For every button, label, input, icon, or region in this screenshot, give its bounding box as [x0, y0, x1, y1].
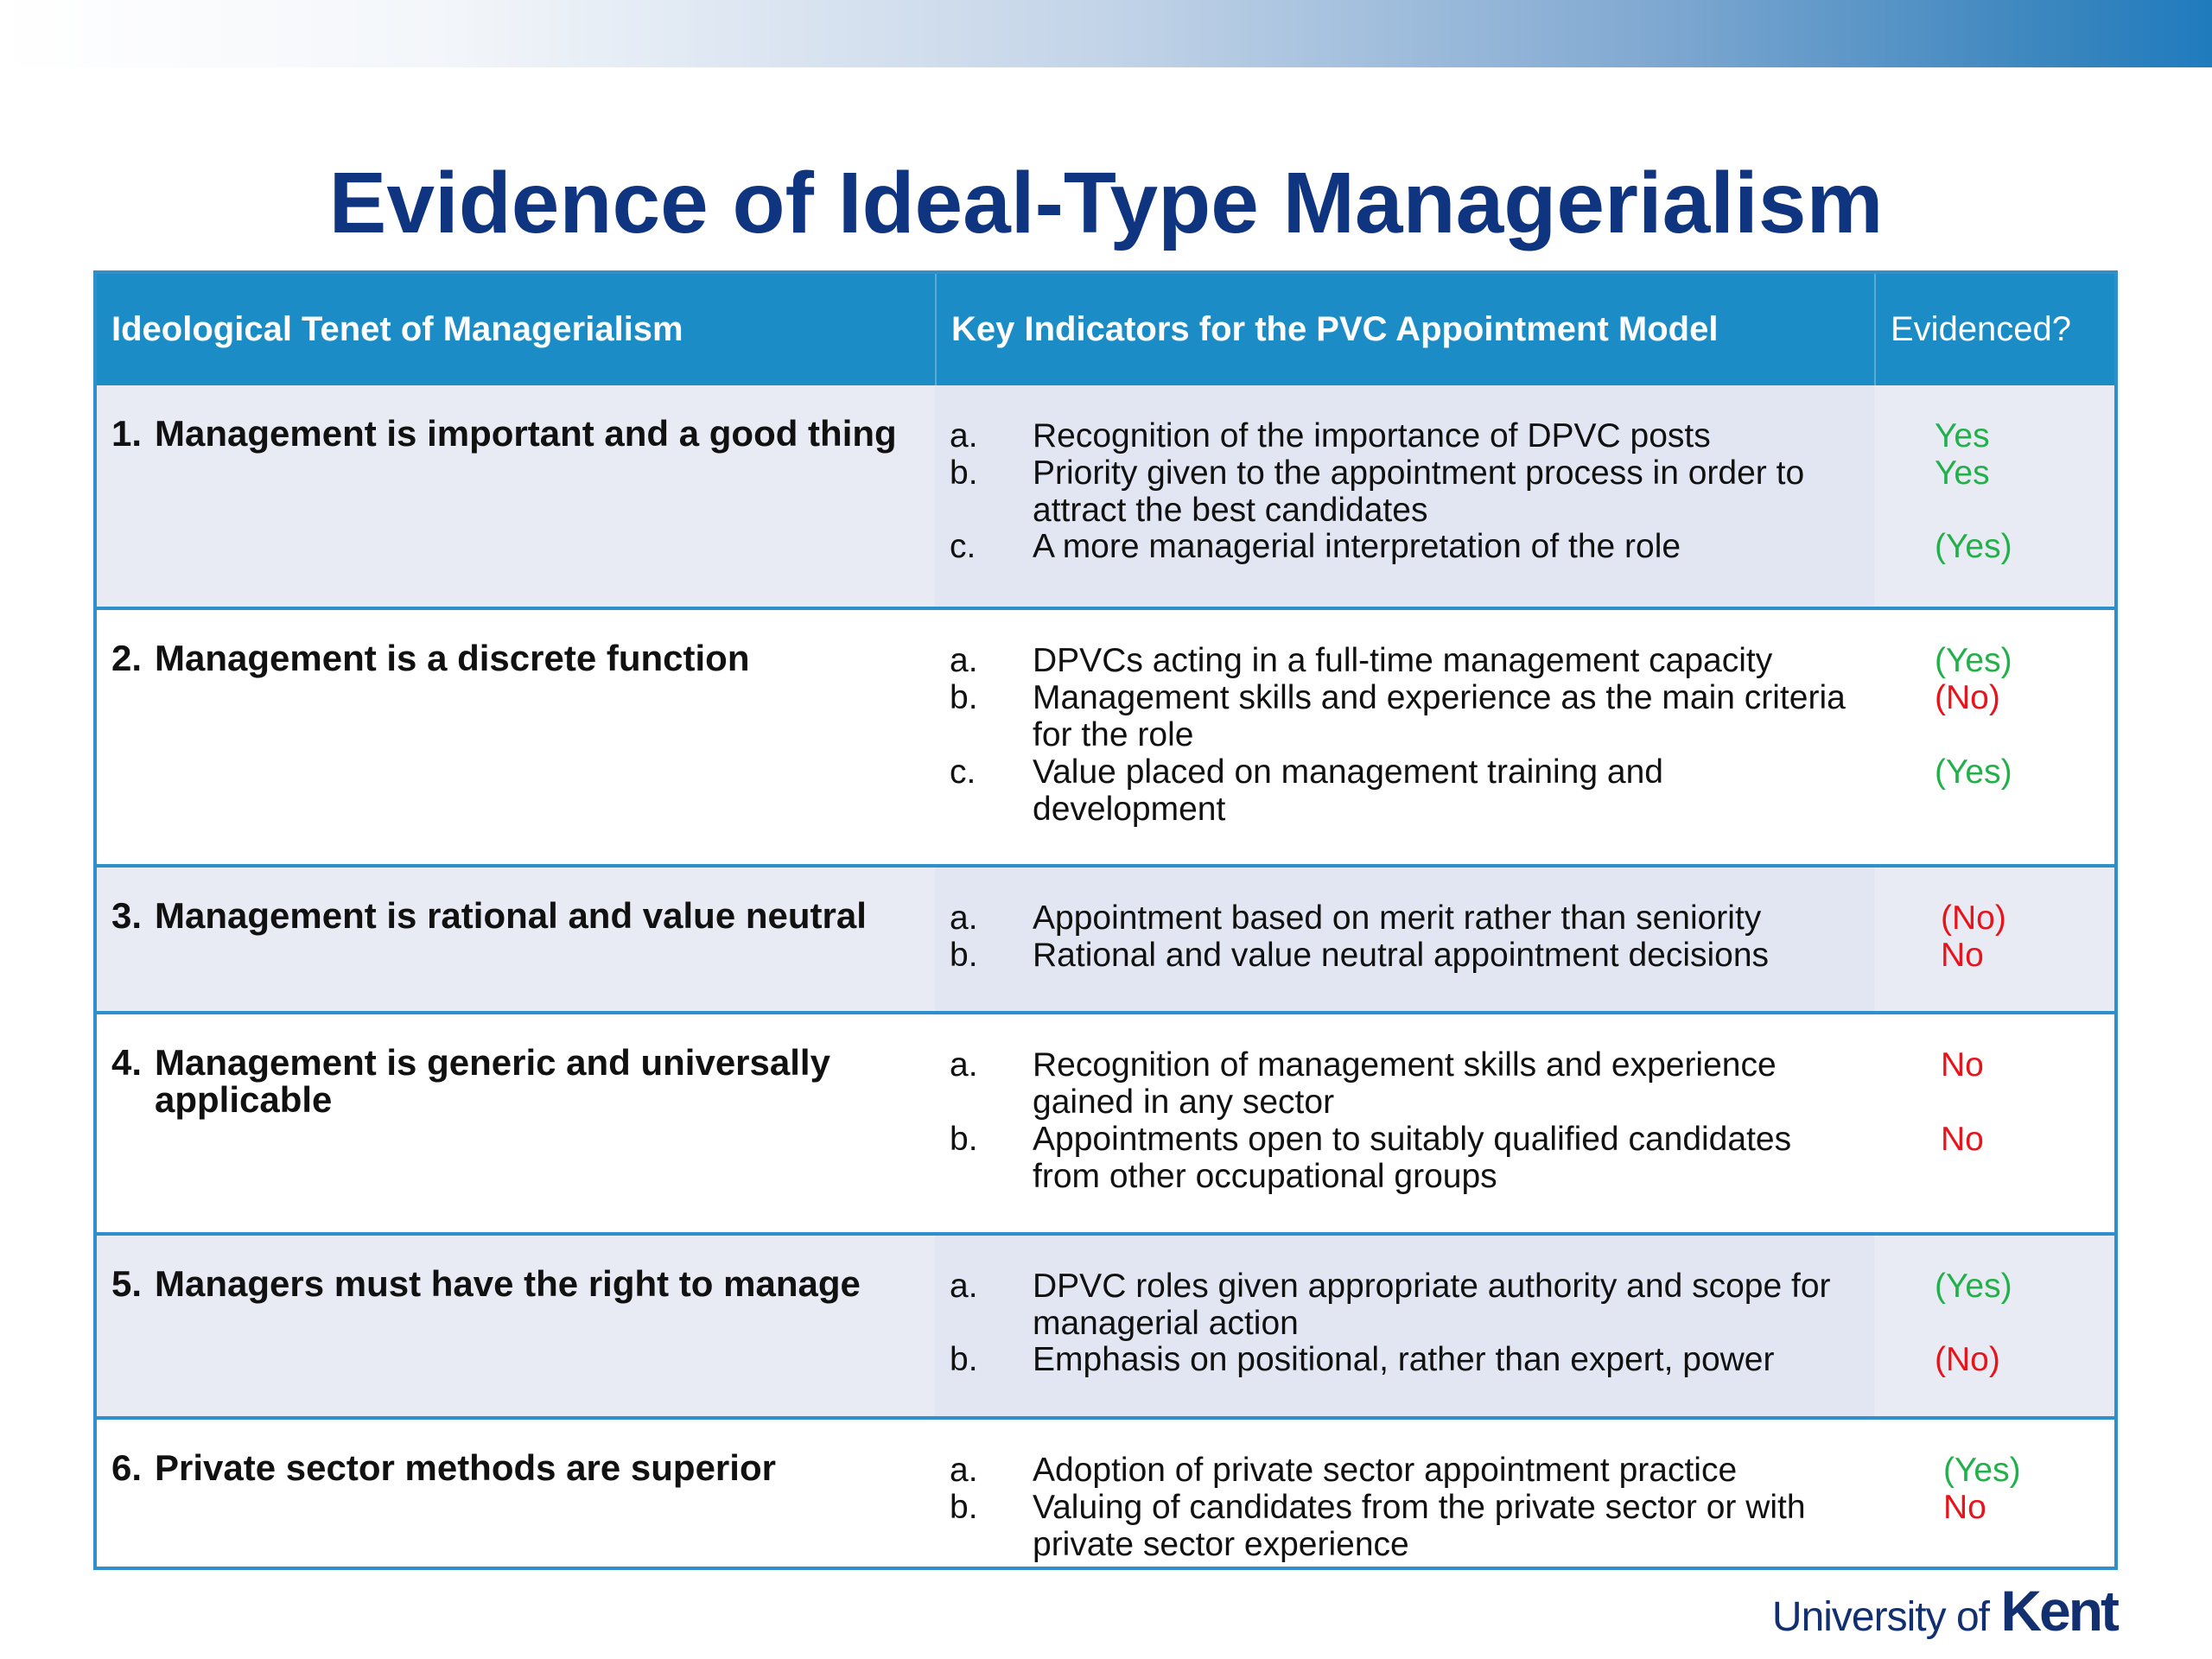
evidence-value: No — [1941, 1046, 1984, 1084]
tenet-number: 4. — [111, 1042, 143, 1083]
tenet-number: 3. — [111, 895, 143, 936]
indicator-letter: a. — [950, 1268, 978, 1305]
header-evidenced: Evidenced? — [1874, 274, 2116, 385]
evidence-value: (Yes) — [1935, 1268, 2012, 1305]
table-row: 4. Management is generic and universally … — [97, 1011, 2114, 1232]
indicator-letter: a. — [950, 899, 978, 937]
tenet-cell: 2. Management is a discrete function — [97, 610, 935, 864]
indicator-letter: b. — [950, 1489, 978, 1526]
tenet-number: 1. — [111, 413, 143, 454]
tenet-cell: 6. Private sector methods are superior — [97, 1420, 935, 1570]
indicator-text: Adoption of private sector appointment p… — [1033, 1452, 1738, 1489]
indicator-text: Rational and value neutral appointment d… — [1033, 937, 1770, 974]
tenet-cell: 5. Managers must have the right to manage — [97, 1236, 935, 1416]
indicator-letter: c. — [950, 753, 976, 791]
evidence-value: (Yes) — [1935, 753, 2012, 791]
table-row: 2. Management is a discrete function a. DP… — [97, 607, 2114, 864]
indicator-text: Emphasis on positional, rather than expe… — [1033, 1341, 1775, 1378]
indicators-cell: a. Adoption of private sector appointment… — [935, 1420, 1874, 1570]
indicator-letter: b. — [950, 679, 978, 716]
evidence-value: Yes — [1935, 417, 1990, 454]
header-tenet: Ideological Tenet of Managerialism — [111, 310, 683, 348]
tenet-text: Private sector methods are superior — [155, 1447, 776, 1488]
table-header: Ideological Tenet of Managerialism Key I… — [97, 274, 2114, 385]
evidence-value: (No) — [1941, 899, 2006, 937]
evidence-value: No — [1941, 1121, 1984, 1158]
tenet-number: 5. — [111, 1263, 143, 1304]
indicator-text: DPVCs acting in a full-time management c… — [1033, 642, 1773, 679]
university-of-kent-logo: University of Kent — [1771, 1578, 2120, 1643]
table-row: 6. Private sector methods are superior a.… — [97, 1416, 2114, 1570]
logo-kent-text: Kent — [2000, 1579, 2120, 1643]
evidence-value: No — [1943, 1489, 1986, 1526]
indicators-cell: a. DPVCs acting in a full-time management… — [935, 610, 1874, 864]
evidence-value: Yes — [1935, 454, 1990, 492]
indicators-cell: a. Appointment based on merit rather than… — [935, 868, 1874, 1011]
indicator-text: Management skills and experience as the … — [1033, 679, 1846, 753]
evidence-value: (No) — [1935, 1341, 2000, 1378]
table-row: 1. Management is important and a good thi… — [97, 385, 2114, 607]
evidence-cell: (Yes) No — [1874, 1420, 2116, 1570]
tenet-cell: 1. Management is important and a good thi… — [97, 385, 935, 607]
slide-title: Evidence of Ideal-Type Managerialism — [328, 155, 1884, 251]
evidence-cell: (No) No — [1874, 868, 2116, 1011]
indicator-text: Appointments open to suitably qualified … — [1033, 1121, 1792, 1195]
indicator-text: Priority given to the appointment proces… — [1033, 454, 1805, 529]
evidence-cell: (Yes) (No) — [1874, 1236, 2116, 1416]
managerialism-table: Ideological Tenet of Managerialism Key I… — [93, 270, 2118, 1570]
indicator-text: Valuing of candidates from the private s… — [1033, 1489, 1806, 1563]
logo-university-text: University of — [1771, 1594, 1990, 1640]
table-row: 5. Managers must have the right to manage… — [97, 1232, 2114, 1416]
evidence-cell: Yes Yes (Yes) — [1874, 385, 2116, 607]
evidence-cell: (Yes) (No) (Yes) — [1874, 610, 2116, 864]
evidence-value: (Yes) — [1943, 1452, 2021, 1489]
indicator-letter: b. — [950, 454, 978, 492]
top-gradient-band — [0, 0, 2212, 67]
indicator-text: Recognition of management skills and exp… — [1033, 1046, 1777, 1121]
tenet-cell: 4. Management is generic and universally … — [97, 1014, 935, 1232]
indicator-letter: b. — [950, 937, 978, 974]
indicator-letter: b. — [950, 1341, 978, 1378]
indicators-cell: a. Recognition of management skills and e… — [935, 1014, 1874, 1232]
indicators-cell: a. DPVC roles given appropriate authority… — [935, 1236, 1874, 1416]
evidence-value: No — [1941, 937, 1984, 974]
header-indicators: Key Indicators for the PVC Appointment M… — [935, 274, 1874, 385]
tenet-number: 6. — [111, 1447, 143, 1488]
evidence-value: (No) — [1935, 679, 2000, 716]
tenet-text: Management is generic and universally ap… — [155, 1042, 830, 1120]
tenet-number: 2. — [111, 638, 143, 678]
table-row: 3. Management is rational and value neutr… — [97, 864, 2114, 1011]
evidence-value: (Yes) — [1935, 528, 2012, 565]
tenet-text: Managers must have the right to manage — [155, 1263, 861, 1304]
indicator-text: Value placed on management training and … — [1033, 753, 1663, 828]
indicator-letter: a. — [950, 642, 978, 679]
indicator-text: Recognition of the importance of DPVC po… — [1033, 417, 1711, 454]
indicator-text: DPVC roles given appropriate authority a… — [1033, 1268, 1831, 1342]
indicator-letter: a. — [950, 1452, 978, 1489]
tenet-cell: 3. Management is rational and value neutr… — [97, 868, 935, 1011]
tenet-text: Management is important and a good thing — [155, 413, 897, 454]
tenet-text: Management is a discrete function — [155, 638, 750, 678]
evidence-value: (Yes) — [1935, 642, 2012, 679]
indicator-letter: a. — [950, 417, 978, 454]
indicators-cell: a. Recognition of the importance of DPVC … — [935, 385, 1874, 607]
evidence-cell: No No — [1874, 1014, 2116, 1232]
indicator-letter: c. — [950, 528, 976, 565]
indicator-letter: a. — [950, 1046, 978, 1084]
indicator-text: A more managerial interpretation of the … — [1033, 528, 1681, 565]
tenet-text: Management is rational and value neutral — [155, 895, 867, 936]
indicator-text: Appointment based on merit rather than s… — [1033, 899, 1762, 937]
indicator-letter: b. — [950, 1121, 978, 1158]
